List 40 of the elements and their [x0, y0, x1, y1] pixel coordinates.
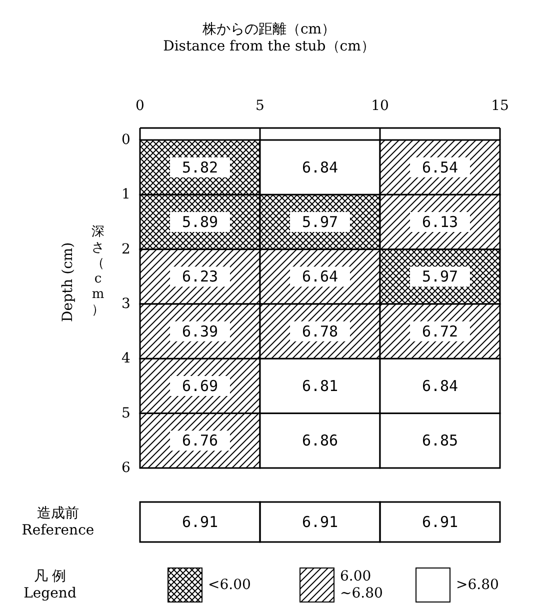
text: <6.00	[208, 577, 251, 593]
text: 6.91	[182, 513, 218, 531]
text: 6.00 ~6.80	[340, 568, 383, 602]
data-label: 6.84	[302, 158, 338, 176]
x-tick-label: 0	[136, 98, 144, 114]
data-label: 6.81	[302, 377, 338, 395]
data-label: 5.97	[302, 213, 338, 231]
y-tick-label: 2	[122, 241, 130, 258]
data-label: 6.13	[422, 213, 458, 231]
data-label: 6.64	[302, 268, 338, 286]
y-tick-label: 0	[122, 132, 130, 148]
data-label: 6.85	[422, 432, 458, 450]
y-tick-label: 6	[122, 460, 131, 476]
y-tick-label: 5	[122, 405, 130, 422]
text: 6.91	[422, 513, 458, 531]
data-label: 6.69	[182, 377, 218, 395]
data-label: 6.54	[422, 158, 458, 176]
text: 造成前 Reference	[22, 506, 94, 538]
text: 6.91	[302, 513, 338, 531]
data-label: 5.97	[422, 268, 458, 286]
data-label: 6.72	[422, 322, 458, 340]
x-tick-label: 5	[256, 98, 264, 114]
legend-title: 凡 例 Legend	[24, 568, 76, 602]
data-label: 6.84	[422, 377, 458, 395]
text: 深さ（cm）	[92, 224, 104, 318]
y-tick-label: 3	[122, 296, 130, 312]
x-tick-label: 10	[371, 98, 389, 114]
data-label: 5.89	[182, 213, 218, 231]
data-label: 6.86	[302, 432, 338, 450]
data-label: 5.82	[182, 158, 218, 176]
y-tick-label: 4	[122, 350, 131, 367]
data-label: 6.23	[182, 268, 218, 286]
data-label: 6.76	[182, 432, 218, 450]
x-tick-label: 15	[491, 98, 509, 114]
y-tick-label: 1	[122, 186, 130, 203]
text: >6.80	[456, 577, 499, 593]
y-axis-title: Depth (cm)	[60, 242, 76, 322]
data-label: 6.78	[302, 322, 338, 340]
data-label: 6.39	[182, 322, 218, 340]
x-axis-title: 株からの距離（cm） Distance from the stub（cm）	[163, 22, 375, 54]
